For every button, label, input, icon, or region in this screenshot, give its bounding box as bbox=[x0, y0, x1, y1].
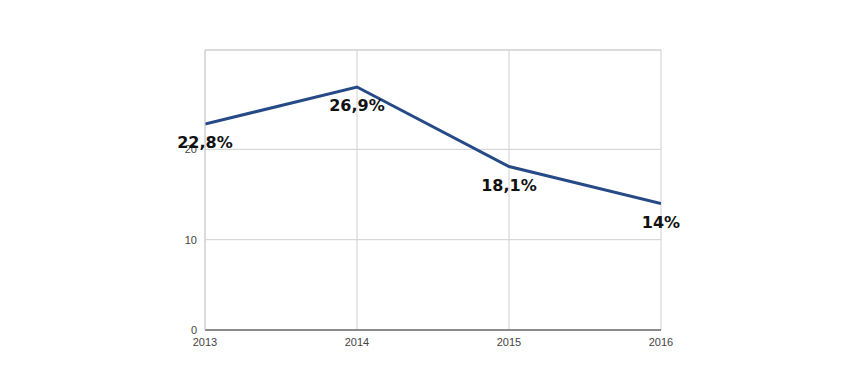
svg-text:18,1%: 18,1% bbox=[481, 176, 537, 195]
svg-text:10: 10 bbox=[185, 234, 197, 246]
svg-text:26,9%: 26,9% bbox=[329, 96, 385, 115]
svg-text:2013: 2013 bbox=[193, 336, 217, 348]
svg-text:2016: 2016 bbox=[649, 336, 673, 348]
svg-text:22,8%: 22,8% bbox=[177, 133, 233, 152]
svg-text:2014: 2014 bbox=[345, 336, 369, 348]
svg-text:14%: 14% bbox=[642, 213, 680, 232]
svg-text:0: 0 bbox=[191, 324, 197, 336]
svg-text:2015: 2015 bbox=[497, 336, 521, 348]
